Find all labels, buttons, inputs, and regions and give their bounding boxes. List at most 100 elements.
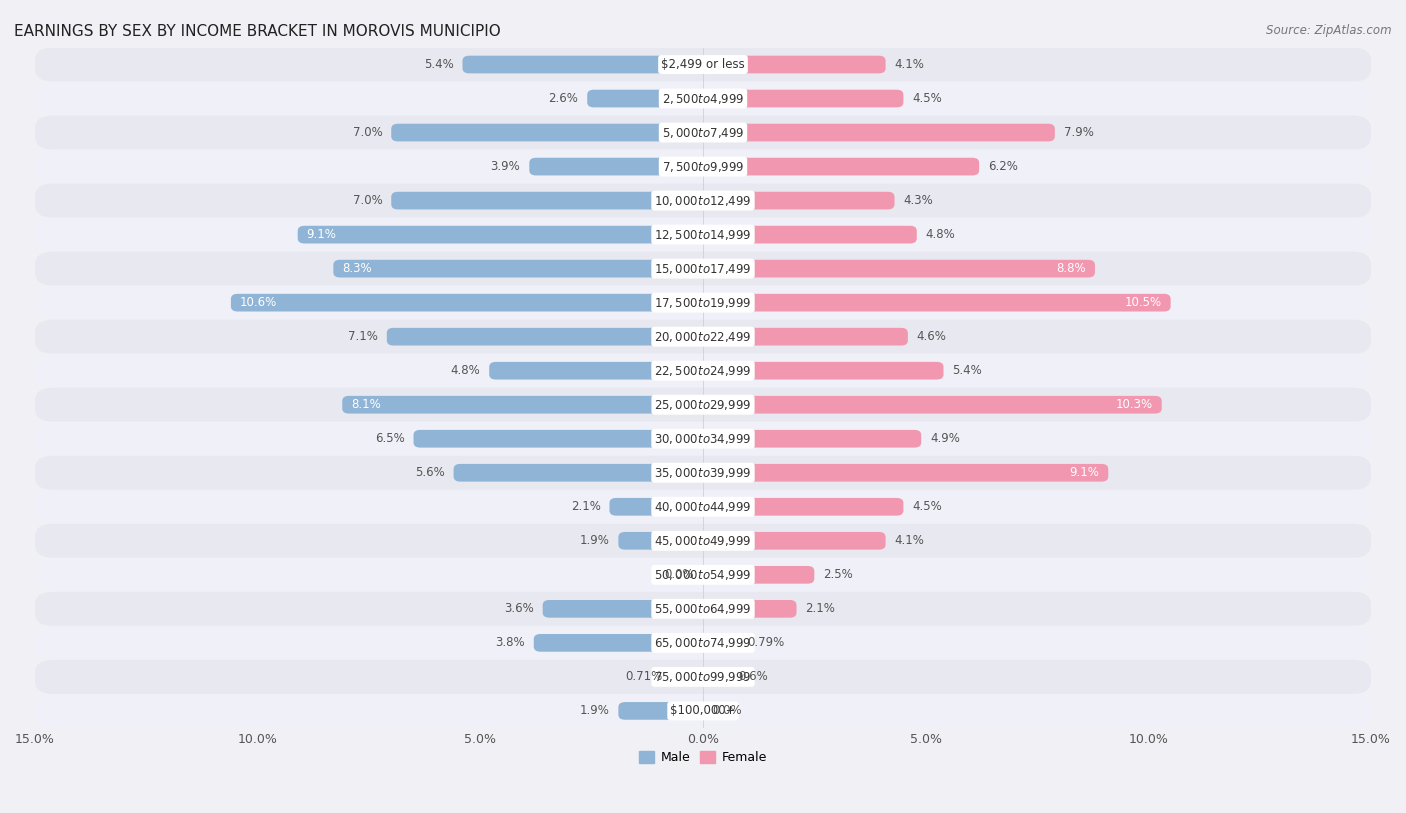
FancyBboxPatch shape <box>35 184 1371 218</box>
FancyBboxPatch shape <box>387 328 703 346</box>
FancyBboxPatch shape <box>35 47 1371 81</box>
FancyBboxPatch shape <box>703 55 886 73</box>
FancyBboxPatch shape <box>703 498 904 515</box>
Text: 4.1%: 4.1% <box>894 58 924 71</box>
Text: 0.79%: 0.79% <box>747 637 785 650</box>
Text: 10.3%: 10.3% <box>1116 398 1153 411</box>
Text: 6.5%: 6.5% <box>375 433 405 446</box>
Text: 0.0%: 0.0% <box>711 704 741 717</box>
FancyBboxPatch shape <box>35 558 1371 592</box>
Text: $15,000 to $17,499: $15,000 to $17,499 <box>654 262 752 276</box>
FancyBboxPatch shape <box>703 226 917 243</box>
FancyBboxPatch shape <box>35 456 1371 489</box>
FancyBboxPatch shape <box>298 226 703 243</box>
Text: $30,000 to $34,999: $30,000 to $34,999 <box>654 432 752 446</box>
Text: 0.6%: 0.6% <box>738 671 769 684</box>
Text: $20,000 to $22,499: $20,000 to $22,499 <box>654 330 752 344</box>
Text: 4.8%: 4.8% <box>450 364 481 377</box>
Text: 2.6%: 2.6% <box>548 92 578 105</box>
FancyBboxPatch shape <box>703 328 908 346</box>
Text: $25,000 to $29,999: $25,000 to $29,999 <box>654 398 752 411</box>
Text: $65,000 to $74,999: $65,000 to $74,999 <box>654 636 752 650</box>
Text: 7.0%: 7.0% <box>353 194 382 207</box>
Text: 0.71%: 0.71% <box>626 671 662 684</box>
FancyBboxPatch shape <box>588 89 703 107</box>
Text: $100,000+: $100,000+ <box>671 704 735 717</box>
FancyBboxPatch shape <box>703 260 1095 277</box>
Text: 3.6%: 3.6% <box>503 602 534 615</box>
Text: 8.3%: 8.3% <box>342 262 371 275</box>
FancyBboxPatch shape <box>463 55 703 73</box>
FancyBboxPatch shape <box>619 702 703 720</box>
Text: $7,500 to $9,999: $7,500 to $9,999 <box>662 159 744 174</box>
Text: Source: ZipAtlas.com: Source: ZipAtlas.com <box>1267 24 1392 37</box>
FancyBboxPatch shape <box>413 430 703 448</box>
FancyBboxPatch shape <box>35 489 1371 524</box>
Text: 4.6%: 4.6% <box>917 330 946 343</box>
FancyBboxPatch shape <box>35 388 1371 422</box>
Text: $22,500 to $24,999: $22,500 to $24,999 <box>654 363 752 378</box>
Text: $45,000 to $49,999: $45,000 to $49,999 <box>654 534 752 548</box>
Text: 4.3%: 4.3% <box>904 194 934 207</box>
Text: $5,000 to $7,499: $5,000 to $7,499 <box>662 125 744 140</box>
Text: 2.1%: 2.1% <box>571 500 600 513</box>
Text: 5.6%: 5.6% <box>415 467 444 479</box>
FancyBboxPatch shape <box>35 626 1371 660</box>
FancyBboxPatch shape <box>35 422 1371 456</box>
FancyBboxPatch shape <box>231 293 703 311</box>
FancyBboxPatch shape <box>35 592 1371 626</box>
Text: 4.9%: 4.9% <box>931 433 960 446</box>
Text: 5.4%: 5.4% <box>952 364 983 377</box>
FancyBboxPatch shape <box>703 396 1161 414</box>
FancyBboxPatch shape <box>703 430 921 448</box>
Text: 0.0%: 0.0% <box>665 568 695 581</box>
FancyBboxPatch shape <box>703 600 797 618</box>
Text: 1.9%: 1.9% <box>579 704 609 717</box>
FancyBboxPatch shape <box>35 354 1371 388</box>
Text: 7.9%: 7.9% <box>1064 126 1094 139</box>
Legend: Male, Female: Male, Female <box>634 746 772 769</box>
Text: $35,000 to $39,999: $35,000 to $39,999 <box>654 466 752 480</box>
FancyBboxPatch shape <box>35 218 1371 252</box>
Text: 9.1%: 9.1% <box>307 228 336 241</box>
FancyBboxPatch shape <box>703 89 904 107</box>
FancyBboxPatch shape <box>35 693 1371 728</box>
FancyBboxPatch shape <box>529 158 703 176</box>
FancyBboxPatch shape <box>35 150 1371 184</box>
Text: 2.1%: 2.1% <box>806 602 835 615</box>
FancyBboxPatch shape <box>454 464 703 481</box>
Text: 7.0%: 7.0% <box>353 126 382 139</box>
FancyBboxPatch shape <box>703 158 979 176</box>
Text: 3.8%: 3.8% <box>495 637 524 650</box>
Text: 4.5%: 4.5% <box>912 92 942 105</box>
FancyBboxPatch shape <box>534 634 703 652</box>
FancyBboxPatch shape <box>391 192 703 210</box>
Text: 7.1%: 7.1% <box>349 330 378 343</box>
Text: 1.9%: 1.9% <box>579 534 609 547</box>
FancyBboxPatch shape <box>609 498 703 515</box>
FancyBboxPatch shape <box>703 464 1108 481</box>
FancyBboxPatch shape <box>703 192 894 210</box>
FancyBboxPatch shape <box>35 285 1371 320</box>
FancyBboxPatch shape <box>35 660 1371 693</box>
FancyBboxPatch shape <box>35 320 1371 354</box>
Text: 4.5%: 4.5% <box>912 500 942 513</box>
Text: 10.6%: 10.6% <box>240 296 277 309</box>
FancyBboxPatch shape <box>619 532 703 550</box>
FancyBboxPatch shape <box>672 668 703 685</box>
Text: $50,000 to $54,999: $50,000 to $54,999 <box>654 567 752 582</box>
FancyBboxPatch shape <box>35 252 1371 285</box>
FancyBboxPatch shape <box>703 293 1171 311</box>
FancyBboxPatch shape <box>703 532 886 550</box>
Text: $17,500 to $19,999: $17,500 to $19,999 <box>654 296 752 310</box>
Text: $2,499 or less: $2,499 or less <box>661 58 745 71</box>
FancyBboxPatch shape <box>703 566 814 584</box>
Text: 8.8%: 8.8% <box>1056 262 1085 275</box>
Text: 5.4%: 5.4% <box>423 58 454 71</box>
Text: $55,000 to $64,999: $55,000 to $64,999 <box>654 602 752 615</box>
Text: EARNINGS BY SEX BY INCOME BRACKET IN MOROVIS MUNICIPIO: EARNINGS BY SEX BY INCOME BRACKET IN MOR… <box>14 24 501 39</box>
FancyBboxPatch shape <box>35 81 1371 115</box>
FancyBboxPatch shape <box>703 362 943 380</box>
Text: 2.5%: 2.5% <box>824 568 853 581</box>
FancyBboxPatch shape <box>703 668 730 685</box>
